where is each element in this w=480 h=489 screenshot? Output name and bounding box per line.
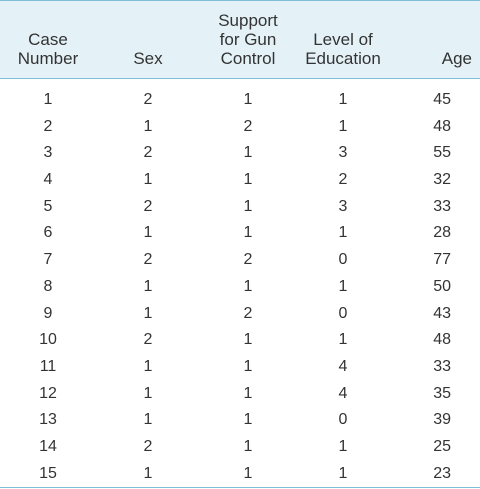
cell-case-number: 1 — [43, 91, 53, 108]
cell-sex: 2 — [143, 197, 153, 215]
cell-case-number: 2 — [43, 117, 53, 135]
table-row: 11 1 1 4 33 — [0, 354, 480, 381]
cell-level-of-education: 0 — [338, 304, 348, 322]
cell-level-of-education: 1 — [338, 117, 348, 135]
cell-level-of-education: 1 — [338, 277, 348, 295]
table-row: 14 2 1 1 25 — [0, 434, 480, 461]
table-header: Case Number Sex Support for Gun Control … — [0, 0, 480, 79]
table-row: 8 1 1 1 50 — [0, 274, 480, 301]
cell-age: 28 — [433, 224, 451, 242]
table-row: 10 2 1 1 48 — [0, 327, 480, 354]
cell-level-of-education: 4 — [338, 384, 348, 402]
cell-sex: 1 — [143, 384, 153, 402]
table-bottom-rule — [0, 487, 480, 488]
cell-sex: 2 — [143, 91, 153, 108]
cell-level-of-education: 0 — [338, 411, 348, 429]
cell-sex: 1 — [143, 411, 153, 429]
table-row: 9 1 2 0 43 — [0, 301, 480, 328]
cell-support-gun-control: 2 — [243, 304, 253, 322]
table-row: 3 2 1 3 55 — [0, 140, 480, 167]
cell-case-number: 13 — [39, 411, 57, 429]
cell-support-gun-control: 2 — [243, 117, 253, 135]
cell-support-gun-control: 1 — [243, 197, 253, 215]
cell-support-gun-control: 1 — [243, 331, 253, 349]
cell-level-of-education: 1 — [338, 437, 348, 455]
cell-case-number: 6 — [43, 224, 53, 242]
cell-age: 35 — [433, 384, 451, 402]
cell-sex: 1 — [143, 357, 153, 375]
cell-support-gun-control: 1 — [243, 437, 253, 455]
cell-age: 50 — [433, 277, 451, 295]
cell-age: 48 — [433, 117, 451, 135]
cell-age: 33 — [433, 197, 451, 215]
cell-sex: 2 — [143, 331, 153, 349]
cell-support-gun-control: 1 — [243, 464, 253, 482]
cell-support-gun-control: 1 — [243, 411, 253, 429]
cell-level-of-education: 1 — [338, 224, 348, 242]
cell-case-number: 9 — [43, 304, 53, 322]
header-case-number: Case Number — [17, 30, 79, 68]
cell-age: 48 — [433, 331, 451, 349]
cell-sex: 1 — [143, 117, 153, 135]
cell-sex: 2 — [143, 144, 153, 162]
cell-case-number: 4 — [43, 171, 53, 189]
cell-age: 23 — [433, 464, 451, 482]
cell-age: 43 — [433, 304, 451, 322]
cell-age: 45 — [433, 91, 451, 108]
table-body: 1 2 1 1 45 2 1 2 1 48 3 2 1 3 55 4 1 1 2 32 5 2 1 3 33 6 1 1 1 28 7 2 2 0… — [0, 87, 480, 487]
cell-level-of-education: 1 — [338, 91, 348, 108]
cell-case-number: 8 — [43, 277, 53, 295]
cell-case-number: 10 — [39, 331, 57, 349]
cell-level-of-education: 4 — [338, 357, 348, 375]
cell-support-gun-control: 1 — [243, 357, 253, 375]
cell-sex: 1 — [143, 171, 153, 189]
header-age: Age — [441, 49, 472, 68]
header-level-of-education: Level of Education — [305, 30, 381, 68]
table-row: 5 2 1 3 33 — [0, 194, 480, 221]
cell-sex: 1 — [143, 277, 153, 295]
cell-sex: 2 — [143, 437, 153, 455]
cell-sex: 1 — [143, 224, 153, 242]
cell-sex: 1 — [143, 304, 153, 322]
cell-age: 32 — [433, 171, 451, 189]
table-row: 7 2 2 0 77 — [0, 247, 480, 274]
table-row: 4 1 1 2 32 — [0, 167, 480, 194]
cell-support-gun-control: 1 — [243, 224, 253, 242]
cell-support-gun-control: 1 — [243, 144, 253, 162]
cell-case-number: 11 — [39, 357, 57, 375]
header-sex: Sex — [133, 49, 163, 68]
table-row: 2 1 2 1 48 — [0, 114, 480, 141]
table-row: 1 2 1 1 45 — [0, 87, 480, 114]
cell-support-gun-control: 1 — [243, 277, 253, 295]
cell-age: 77 — [433, 251, 451, 269]
cell-sex: 2 — [143, 251, 153, 269]
cell-case-number: 3 — [43, 144, 53, 162]
cell-level-of-education: 3 — [338, 144, 348, 162]
table-row: 6 1 1 1 28 — [0, 220, 480, 247]
cell-age: 25 — [433, 437, 451, 455]
table-row: 12 1 1 4 35 — [0, 381, 480, 408]
header-support-gun-control: Support for Gun Control — [218, 11, 278, 68]
cell-case-number: 5 — [43, 197, 53, 215]
cell-age: 33 — [433, 357, 451, 375]
cell-support-gun-control: 1 — [243, 91, 253, 108]
cell-case-number: 15 — [39, 464, 57, 482]
cell-level-of-education: 1 — [338, 331, 348, 349]
cell-support-gun-control: 2 — [243, 251, 253, 269]
cell-case-number: 7 — [43, 251, 53, 269]
cell-age: 39 — [433, 411, 451, 429]
table-row: 13 1 1 0 39 — [0, 407, 480, 434]
cell-case-number: 14 — [39, 437, 57, 455]
cell-sex: 1 — [143, 464, 153, 482]
cell-case-number: 12 — [39, 384, 57, 402]
cell-level-of-education: 0 — [338, 251, 348, 269]
cell-support-gun-control: 1 — [243, 384, 253, 402]
cell-level-of-education: 3 — [338, 197, 348, 215]
table-row: 15 1 1 1 23 — [0, 461, 480, 488]
cell-support-gun-control: 1 — [243, 171, 253, 189]
cell-level-of-education: 1 — [338, 464, 348, 482]
cell-level-of-education: 2 — [338, 171, 348, 189]
cell-age: 55 — [433, 144, 451, 162]
